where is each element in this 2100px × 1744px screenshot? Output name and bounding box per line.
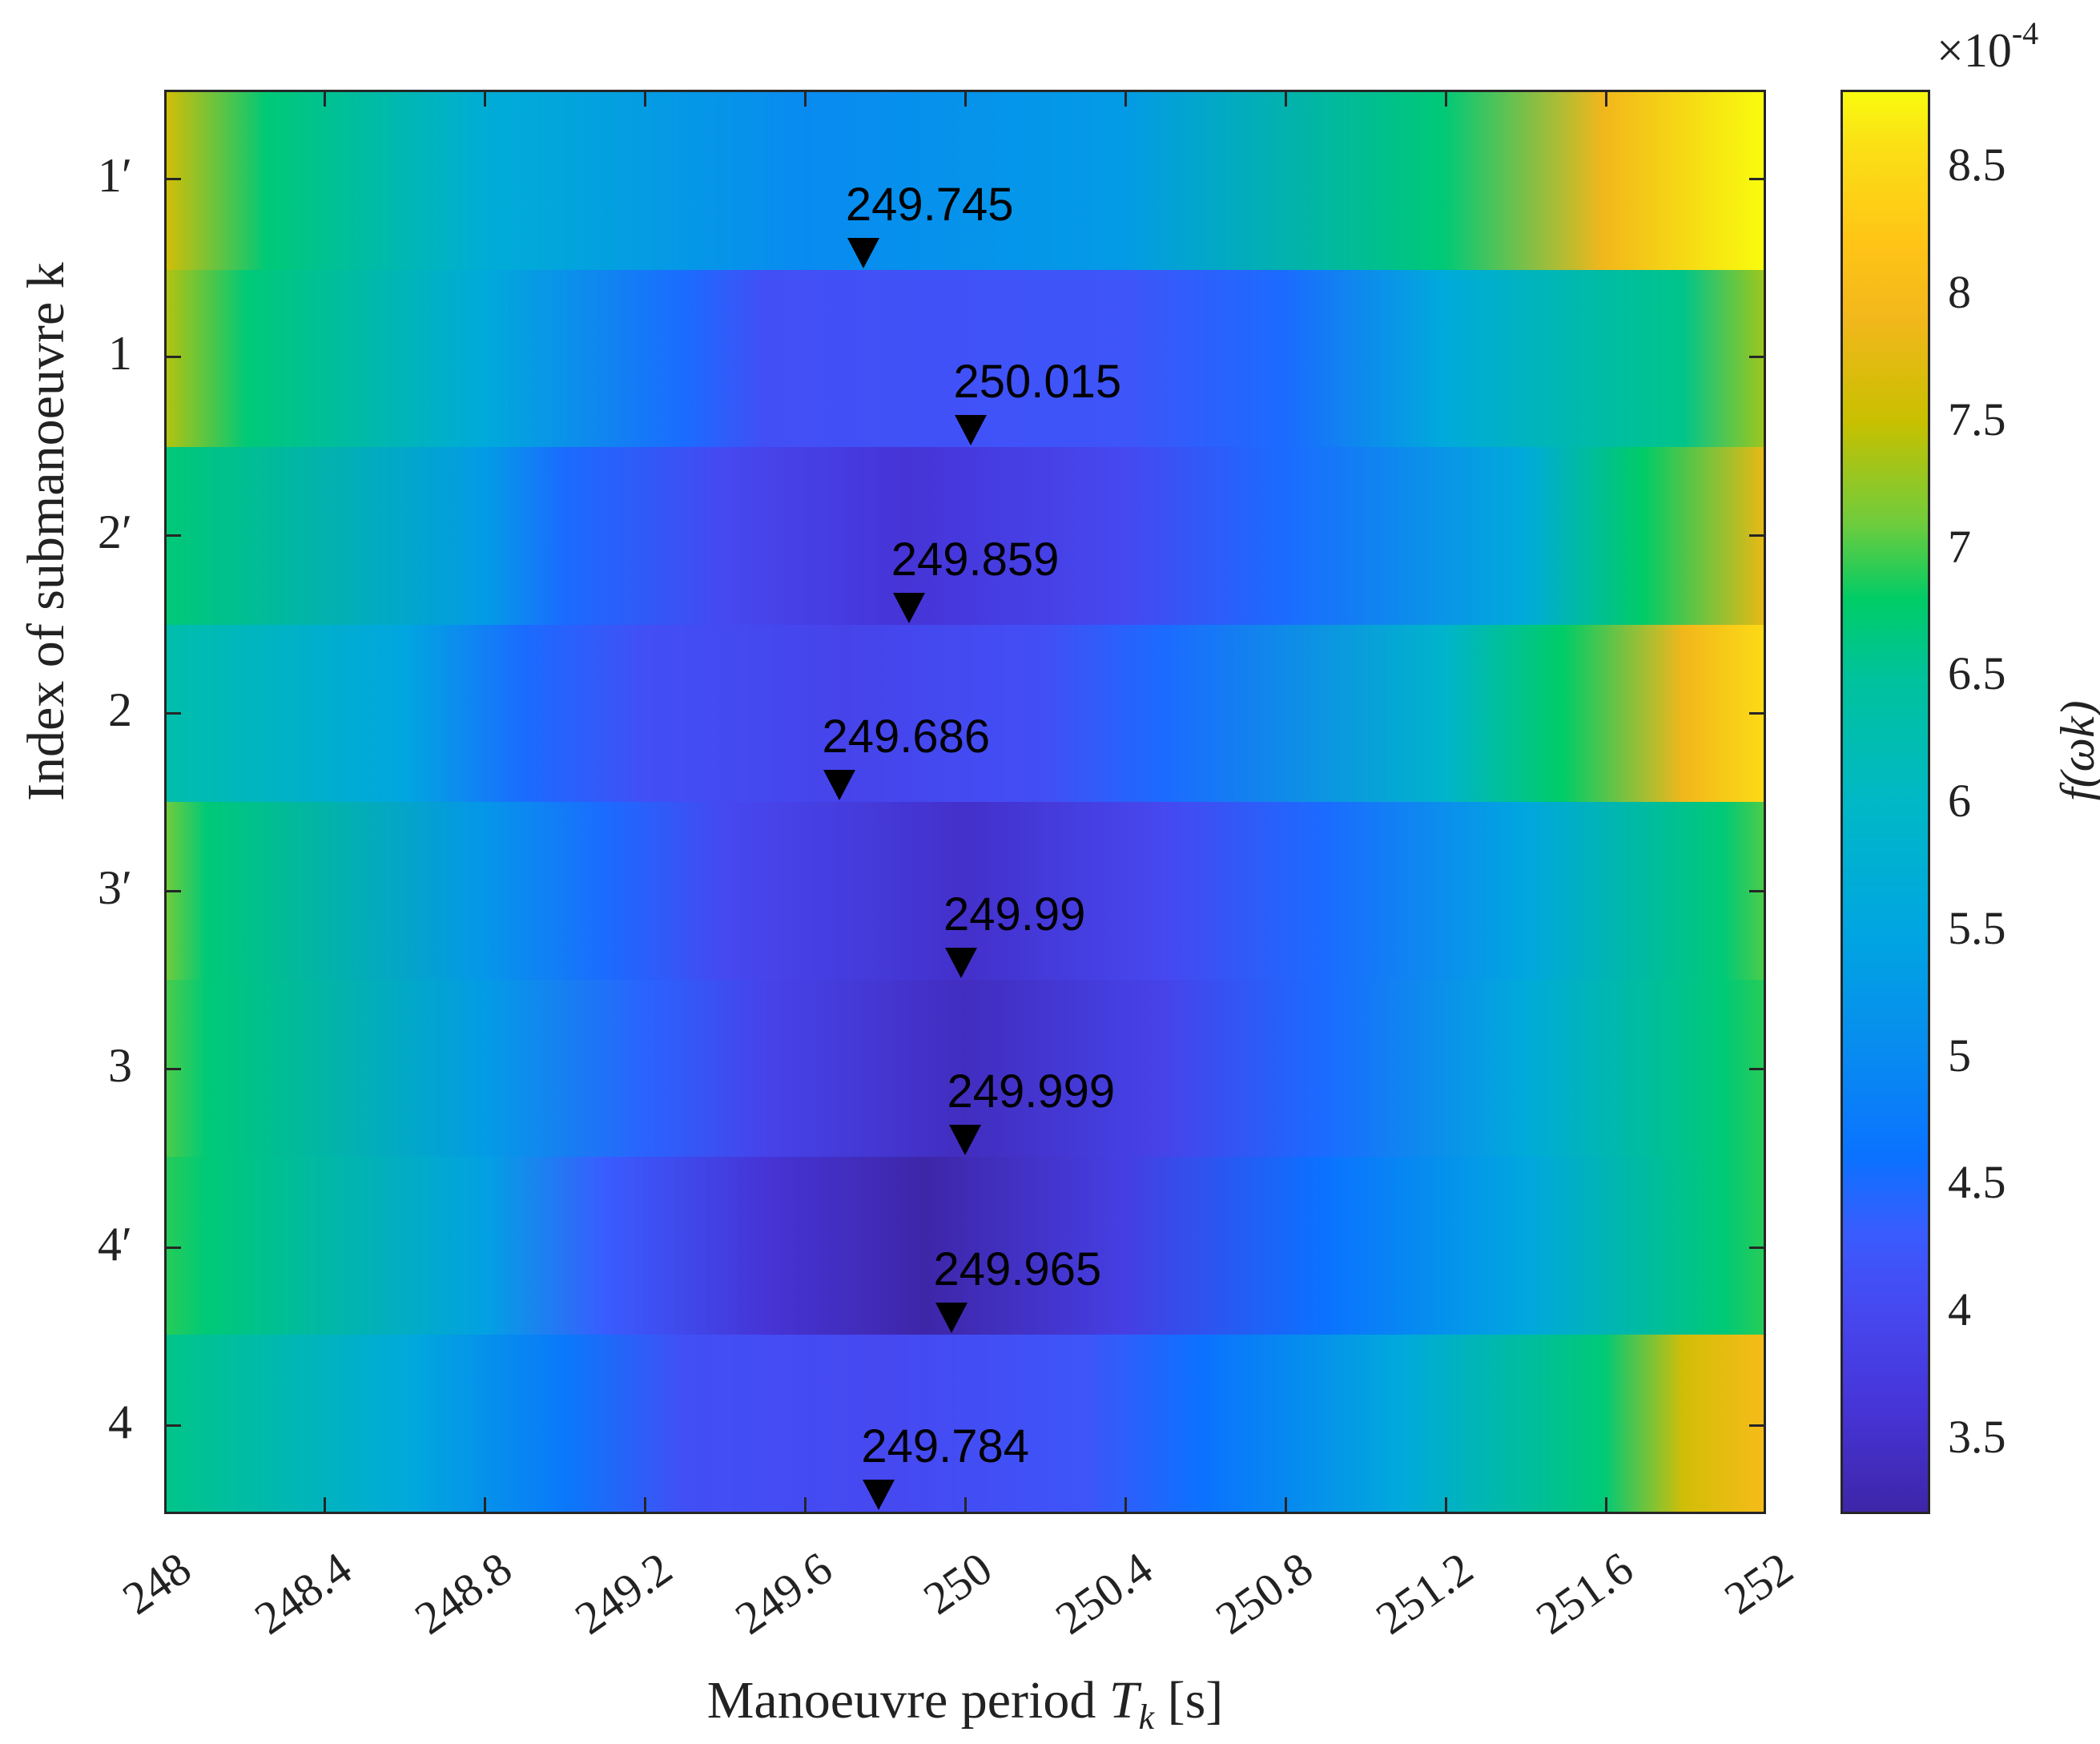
- optimum-label: 249.965: [933, 1243, 1102, 1295]
- colorbar: [1841, 90, 1930, 1514]
- x-tick-mark-top: [804, 92, 807, 107]
- heatmap-row-1′: [167, 92, 1764, 271]
- x-axis-title-prefix: Manoeuvre period: [706, 1671, 1109, 1730]
- y-tick-mark: [167, 356, 181, 359]
- y-tick-mark: [167, 1246, 181, 1249]
- y-tick-label: 3: [108, 1039, 132, 1093]
- optimum-label: 249.686: [822, 711, 991, 763]
- x-tick-mark-top: [1285, 92, 1287, 107]
- y-tick-mark-right: [1749, 1424, 1764, 1427]
- x-tick-label: 249.6: [725, 1541, 841, 1645]
- y-axis-title: Index of submanoeuvre k: [17, 262, 75, 801]
- y-tick-mark: [167, 711, 181, 715]
- colorbar-tick-label: 7.5: [1948, 393, 2006, 445]
- colorbar-tick-label: 5.5: [1948, 901, 2006, 954]
- x-tick-mark-top: [1445, 92, 1447, 107]
- x-axis-title: Manoeuvre period Tk [s]: [0, 1670, 1930, 1738]
- x-axis-title-var: T: [1108, 1671, 1139, 1730]
- colorbar-tick-label: 6.5: [1948, 647, 2006, 700]
- optimum-label: 250.015: [953, 356, 1122, 408]
- y-tick-mark-right: [1749, 356, 1764, 359]
- optimum-marker-icon: [948, 1125, 981, 1155]
- y-tick-mark-right: [1749, 178, 1764, 181]
- x-tick-label: 251.2: [1366, 1541, 1482, 1645]
- y-tick-mark-right: [1749, 1068, 1764, 1071]
- x-tick-mark-top: [1605, 92, 1607, 107]
- optimum-marker-icon: [955, 415, 988, 445]
- x-tick-label: 250.8: [1205, 1541, 1322, 1645]
- optimum-label: 249.745: [845, 178, 1014, 231]
- optimum-marker-icon: [847, 237, 879, 268]
- optimum-label: 249.99: [943, 888, 1086, 940]
- x-axis-title-sub: k: [1138, 1698, 1155, 1738]
- colorbar-tick-label: 8: [1948, 266, 1971, 318]
- x-tick-mark: [1605, 1497, 1607, 1512]
- y-tick-mark: [167, 890, 181, 893]
- colorbar-multiplier: ×10-4: [1937, 14, 2038, 79]
- optimum-marker-icon: [945, 947, 977, 978]
- optimum-label: 249.859: [891, 533, 1060, 586]
- x-tick-mark: [324, 1497, 326, 1512]
- optimum-marker-icon: [863, 1480, 895, 1510]
- x-tick-label: 250: [914, 1541, 1001, 1625]
- y-tick-mark: [167, 534, 181, 537]
- y-tick-mark-right: [1749, 1246, 1764, 1249]
- heatmap-row-2: [167, 624, 1764, 803]
- y-tick-label: 1′: [97, 149, 132, 203]
- x-tick-mark-top: [964, 92, 967, 107]
- optimum-label: 249.999: [947, 1065, 1116, 1118]
- colorbar-tick-label: 3.5: [1948, 1410, 2006, 1463]
- colorbar-title: f(ωk): [2051, 700, 2100, 801]
- x-tick-label: 248.4: [244, 1541, 360, 1645]
- y-tick-mark: [167, 1424, 181, 1427]
- optimum-marker-icon: [823, 770, 856, 800]
- colorbar-tick-label: 4: [1948, 1283, 1971, 1335]
- heatmap-row-2′: [167, 447, 1764, 626]
- y-tick-label: 1: [108, 327, 132, 381]
- x-tick-mark-top: [644, 92, 646, 107]
- y-tick-label: 4′: [97, 1217, 132, 1271]
- optimum-marker-icon: [892, 592, 925, 623]
- optimum-label: 249.784: [861, 1420, 1029, 1472]
- x-tick-label: 252: [1715, 1541, 1802, 1625]
- colorbar-multiplier-base: ×10: [1937, 24, 2012, 77]
- x-tick-mark: [804, 1497, 807, 1512]
- y-tick-label: 3′: [97, 861, 132, 915]
- y-tick-mark: [167, 178, 181, 181]
- x-tick-label: 250.4: [1045, 1541, 1161, 1645]
- colorbar-tick-label: 5: [1948, 1029, 1971, 1081]
- colorbar-multiplier-power: -4: [2011, 15, 2039, 51]
- x-tick-mark: [1124, 1497, 1127, 1512]
- colorbar-tick-label: 6: [1948, 775, 1971, 827]
- heatmap-plot-area: 249.745 250.015 249.859 249.686 249.99 249.99…: [164, 90, 1766, 1514]
- colorbar-tick-label: 8.5: [1948, 139, 2006, 191]
- y-tick-label: 2: [108, 683, 132, 736]
- heatmap-row-4: [167, 1334, 1764, 1512]
- x-axis-title-suffix: [s]: [1154, 1671, 1224, 1730]
- x-tick-label: 248.8: [404, 1541, 521, 1645]
- x-tick-mark-top: [1124, 92, 1127, 107]
- y-tick-label: 2′: [97, 505, 132, 558]
- y-tick-mark-right: [1749, 890, 1764, 893]
- x-tick-mark-top: [484, 92, 486, 107]
- x-tick-mark: [1445, 1497, 1447, 1512]
- x-tick-mark: [1285, 1497, 1287, 1512]
- y-tick-mark-right: [1749, 711, 1764, 715]
- colorbar-tick-label: 7: [1948, 520, 1971, 573]
- colorbar-tick-label: 4.5: [1948, 1156, 2006, 1209]
- x-tick-mark: [484, 1497, 486, 1512]
- x-tick-mark: [964, 1497, 967, 1512]
- x-tick-label: 251.6: [1526, 1541, 1642, 1645]
- x-tick-label: 248: [113, 1541, 200, 1625]
- y-tick-mark: [167, 1068, 181, 1071]
- x-tick-label: 249.2: [565, 1541, 681, 1645]
- y-tick-label: 4: [108, 1395, 132, 1448]
- y-tick-mark-right: [1749, 534, 1764, 537]
- optimum-marker-icon: [935, 1302, 968, 1333]
- x-tick-mark-top: [324, 92, 326, 107]
- x-tick-mark: [644, 1497, 646, 1512]
